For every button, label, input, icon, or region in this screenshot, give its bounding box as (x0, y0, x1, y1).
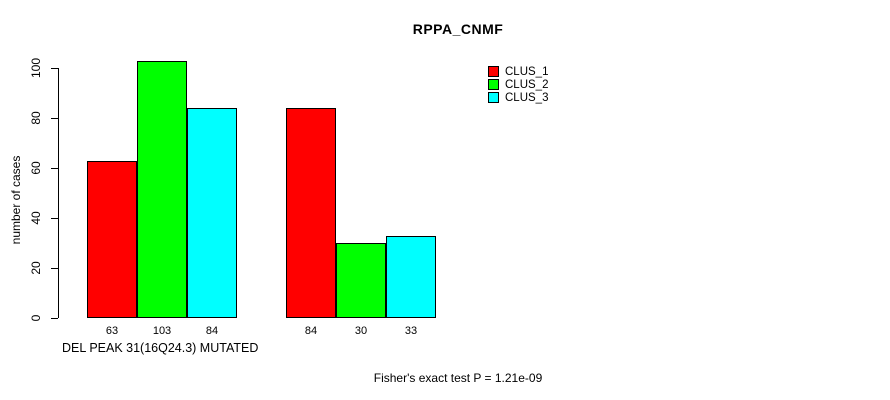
bar-value-label: 33 (404, 325, 418, 337)
y-axis-tick (51, 217, 58, 219)
y-tick-label: 100 (29, 57, 43, 79)
y-tick-label: 80 (29, 111, 43, 125)
y-axis-line (58, 68, 59, 318)
bar-value-label: 84 (304, 325, 318, 337)
chart-title: RPPA_CNMF (412, 21, 504, 37)
y-tick-label: 60 (29, 161, 43, 175)
bar-value-label: 84 (205, 325, 219, 337)
bar-value-label: 63 (105, 325, 119, 337)
legend-item-clus_3: CLUS_3 (488, 91, 548, 104)
legend-swatch-icon (488, 92, 499, 103)
y-tick-label: 40 (29, 211, 43, 225)
legend-item-clus_2: CLUS_2 (488, 78, 548, 91)
legend-swatch-icon (488, 79, 499, 90)
x-axis-label: DEL PEAK 31(16Q24.3) MUTATED (62, 341, 259, 355)
bar-value-label: 103 (152, 325, 172, 337)
y-tick-label: 0 (29, 314, 43, 322)
y-axis-label: number of cases (9, 155, 23, 245)
y-tick-label: 20 (29, 261, 43, 275)
legend-label: CLUS_1 (505, 65, 549, 78)
legend-item-clus_1: CLUS_1 (488, 65, 548, 78)
bar-value-label: 30 (354, 325, 368, 337)
legend-swatch-icon (488, 66, 499, 77)
y-axis-tick (51, 117, 58, 119)
y-axis-tick (51, 67, 58, 69)
fisher-test-note: Fisher's exact test P = 1.21e-09 (373, 371, 543, 385)
legend: CLUS_1 CLUS_2 CLUS_3 (488, 65, 548, 104)
bar-clus_2-group1 (137, 60, 187, 318)
y-axis-tick (51, 167, 58, 169)
bar-clus_1-group1 (87, 160, 137, 318)
bar-clus_1-group2 (286, 108, 336, 318)
y-axis-tick (51, 317, 58, 319)
bar-clus_3-group2 (386, 235, 436, 318)
legend-label: CLUS_2 (505, 78, 549, 91)
legend-label: CLUS_3 (505, 91, 549, 104)
bar-clus_2-group2 (336, 243, 386, 318)
bar-clus_3-group1 (187, 108, 237, 318)
y-axis-tick (51, 267, 58, 269)
